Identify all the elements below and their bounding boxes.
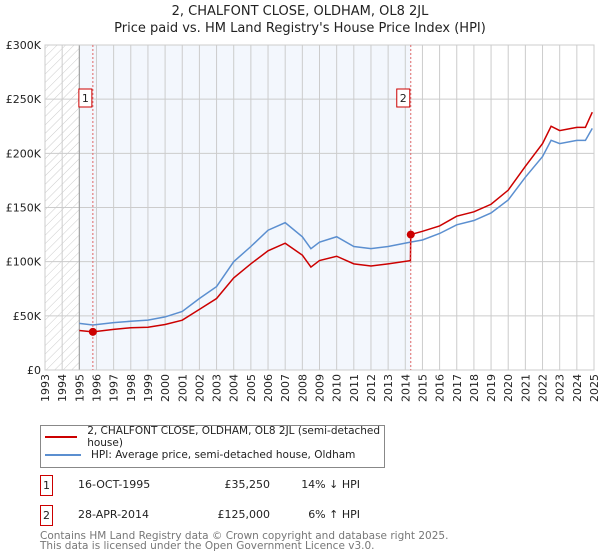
y-tick-label: £250K	[6, 93, 42, 106]
x-tick-label: 1997	[108, 374, 121, 402]
sale-label-box	[78, 88, 93, 108]
x-tick-label: 2024	[571, 374, 584, 402]
x-tick-label: 1994	[56, 374, 69, 402]
sale-label: 2	[400, 92, 407, 105]
transaction-hpi: 6% ↑ HPI	[308, 508, 360, 521]
x-tick-label: 2000	[159, 374, 172, 402]
legend-label: HPI: Average price, semi-detached house,…	[91, 449, 356, 461]
x-tick-label: 2023	[554, 374, 567, 402]
x-tick-label: 2014	[399, 374, 412, 402]
x-tick-label: 2002	[193, 374, 206, 402]
footer: Contains HM Land Registry data © Crown c…	[40, 530, 449, 552]
transaction-number: 2	[40, 505, 53, 526]
x-tick-label: 2017	[451, 374, 464, 402]
footer-line: Contains HM Land Registry data © Crown c…	[40, 530, 449, 542]
transaction-row: 1 16-OCT-1995 £35,250 14% ↓ HPI	[40, 475, 440, 496]
legend-swatch-red	[45, 436, 78, 438]
x-tick-label: 1998	[125, 374, 138, 402]
price-chart: 1993 1994 1995 1996 1997 1998 1999 2000 2001 2002…	[6, 39, 600, 402]
x-tick-label: 1996	[90, 374, 103, 402]
x-tick-label: 2015	[416, 374, 429, 402]
sale-label-box	[396, 88, 411, 108]
legend: 2, CHALFONT CLOSE, OLDHAM, OL8 2JL (semi…	[40, 425, 385, 468]
x-tick-label: 2003	[211, 374, 224, 402]
property-price-line	[79, 111, 593, 333]
x-tick-label: 2022	[537, 374, 550, 402]
x-tick-label: 1993	[39, 374, 52, 402]
x-tick-label: 1995	[73, 374, 86, 402]
x-tick-label: 2005	[245, 374, 258, 402]
y-tick-label: £100K	[6, 256, 42, 269]
x-tick-label: 2011	[348, 374, 361, 402]
x-tick-label: 1999	[142, 374, 155, 402]
y-tick-label: £150K	[6, 202, 42, 215]
x-tick-label: 2021	[519, 374, 532, 402]
x-tick-label: 2016	[434, 374, 447, 402]
x-tick-label: 2008	[296, 374, 309, 402]
x-tick-label: 2007	[279, 374, 292, 402]
hpi-line	[79, 128, 593, 326]
transaction-price: £35,250	[224, 478, 271, 491]
transaction-hpi: 14% ↓ HPI	[301, 478, 360, 491]
legend-swatch-blue	[45, 454, 81, 456]
transaction-price: £125,000	[217, 508, 271, 521]
y-tick-label: £200K	[6, 147, 42, 160]
legend-item-property: 2, CHALFONT CLOSE, OLDHAM, OL8 2JL (semi…	[41, 425, 384, 449]
sale-point	[88, 327, 97, 336]
x-tick-label: 2012	[365, 374, 378, 402]
x-tick-label: 2025	[588, 374, 600, 402]
sale-point	[406, 230, 415, 239]
y-tick-label: £50K	[13, 310, 42, 323]
x-tick-label: 2006	[262, 374, 275, 402]
x-tick-label: 2009	[314, 374, 327, 402]
x-tick-label: 2018	[468, 374, 481, 402]
x-tick-label: 2004	[228, 374, 241, 402]
legend-label: 2, CHALFONT CLOSE, OLDHAM, OL8 2JL (semi…	[87, 425, 381, 449]
x-tick-label: 2001	[176, 374, 189, 402]
x-tick-label: 2013	[382, 374, 395, 402]
plot-border	[44, 44, 595, 371]
transaction-date: 16-OCT-1995	[78, 478, 151, 491]
x-tick-label: 2019	[485, 374, 498, 402]
y-tick-label: £0	[27, 364, 41, 377]
chart-title: 2, CHALFONT CLOSE, OLDHAM, OL8 2JL	[171, 4, 429, 19]
transaction-date: 28-APR-2014	[78, 508, 150, 521]
sale-label: 1	[82, 92, 89, 105]
footer-line: This data is licensed under the Open Gov…	[40, 540, 375, 552]
chart-subtitle: Price paid vs. HM Land Registry's House …	[114, 21, 486, 36]
x-tick-label: 2010	[331, 374, 344, 402]
legend-item-hpi: HPI: Average price, semi-detached house,…	[41, 447, 355, 463]
y-tick-label: £300K	[6, 39, 42, 52]
transaction-row: 2 28-APR-2014 £125,000 6% ↑ HPI	[40, 505, 440, 526]
x-tick-label: 2020	[502, 374, 515, 402]
transaction-number: 1	[40, 475, 53, 496]
